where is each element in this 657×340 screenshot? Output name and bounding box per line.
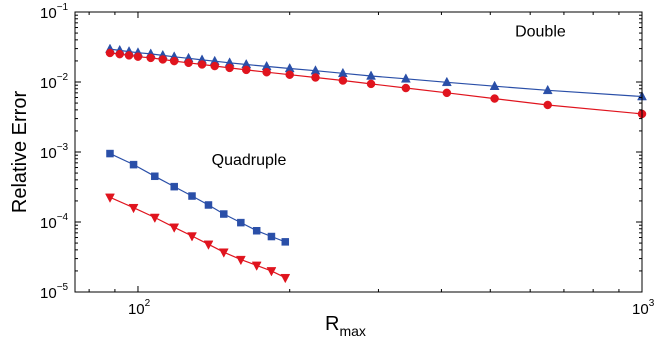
data-point xyxy=(400,73,411,83)
data-point xyxy=(169,56,179,66)
plot-frame xyxy=(74,11,643,293)
data-point xyxy=(170,182,178,191)
data-point xyxy=(158,55,168,64)
y-tick-label-base: 10 xyxy=(40,5,57,22)
x-axis-label-base: R xyxy=(325,313,339,335)
y-tick-label-base: 10 xyxy=(40,75,57,92)
data-point xyxy=(133,52,143,61)
annotation-double: Double xyxy=(515,23,566,40)
series-quadruple-triangle-down xyxy=(105,193,291,284)
data-point xyxy=(149,213,160,224)
x-axis-label-subscript: max xyxy=(339,323,365,339)
data-point xyxy=(285,70,294,79)
data-point xyxy=(197,60,207,69)
x-tick-label: 103 xyxy=(632,298,655,318)
data-point xyxy=(203,240,214,250)
series-line xyxy=(109,52,643,115)
y-tick-label: 10−2 xyxy=(40,72,69,92)
data-point xyxy=(490,94,499,103)
y-tick-label: 10−5 xyxy=(40,282,69,302)
y-tick-label: 10−3 xyxy=(40,142,69,162)
data-point xyxy=(204,201,213,209)
data-point xyxy=(184,58,193,68)
y-tick-label-exp: −3 xyxy=(57,142,69,153)
data-point xyxy=(252,226,261,235)
x-tick-label: 102 xyxy=(128,298,151,318)
y-tick-label-base: 10 xyxy=(40,285,57,302)
data-point xyxy=(267,232,276,241)
data-point xyxy=(542,84,553,95)
data-point xyxy=(151,172,159,181)
data-point xyxy=(188,192,196,200)
y-axis-label: Relative Error xyxy=(9,91,31,214)
data-point xyxy=(105,193,115,203)
data-point xyxy=(169,223,180,233)
data-point xyxy=(220,210,228,218)
data-point xyxy=(441,76,452,87)
series-layer xyxy=(105,43,647,284)
data-point xyxy=(225,63,234,73)
series-quadruple-square xyxy=(106,149,290,246)
y-tick-label: 10−4 xyxy=(40,212,69,232)
data-point xyxy=(401,83,411,93)
data-point xyxy=(187,232,197,242)
data-point xyxy=(237,218,245,227)
x-axis-label: Rmax xyxy=(325,313,366,339)
y-tick-label-base: 10 xyxy=(40,145,57,162)
data-point xyxy=(266,267,277,277)
data-point xyxy=(146,53,155,63)
data-point xyxy=(105,48,115,58)
plot-background xyxy=(75,12,642,292)
data-point xyxy=(338,76,348,85)
y-tick-label-exp: −1 xyxy=(57,2,69,13)
x-tick-label-exp: 2 xyxy=(145,298,151,309)
data-point xyxy=(489,80,500,90)
data-point xyxy=(115,49,124,59)
data-point xyxy=(124,51,134,60)
annotation-quadruple: Quadruple xyxy=(212,152,287,169)
data-point xyxy=(366,70,376,80)
y-tick-label-exp: −2 xyxy=(57,72,69,83)
series-double-circle xyxy=(105,48,647,119)
y-tick-label-exp: −4 xyxy=(57,212,69,223)
y-tick-label: 10−1 xyxy=(40,2,69,22)
data-point xyxy=(281,238,290,246)
data-point xyxy=(251,261,262,271)
data-point xyxy=(366,79,376,89)
data-point xyxy=(235,255,246,266)
series-line xyxy=(109,48,643,98)
data-point xyxy=(218,248,229,258)
x-tick-label-base: 10 xyxy=(632,301,649,318)
data-point xyxy=(106,149,114,158)
data-point xyxy=(128,203,139,214)
data-point xyxy=(129,160,138,169)
x-tick-label-exp: 3 xyxy=(649,298,655,309)
data-point xyxy=(210,61,219,71)
x-tick-label-base: 10 xyxy=(128,301,145,318)
data-point xyxy=(262,67,271,77)
y-tick-label-exp: −5 xyxy=(57,282,69,293)
data-point xyxy=(280,273,291,284)
data-point xyxy=(543,100,552,110)
data-point xyxy=(242,65,251,75)
y-tick-label-base: 10 xyxy=(40,215,57,232)
data-point xyxy=(311,73,320,82)
data-point xyxy=(442,88,452,98)
